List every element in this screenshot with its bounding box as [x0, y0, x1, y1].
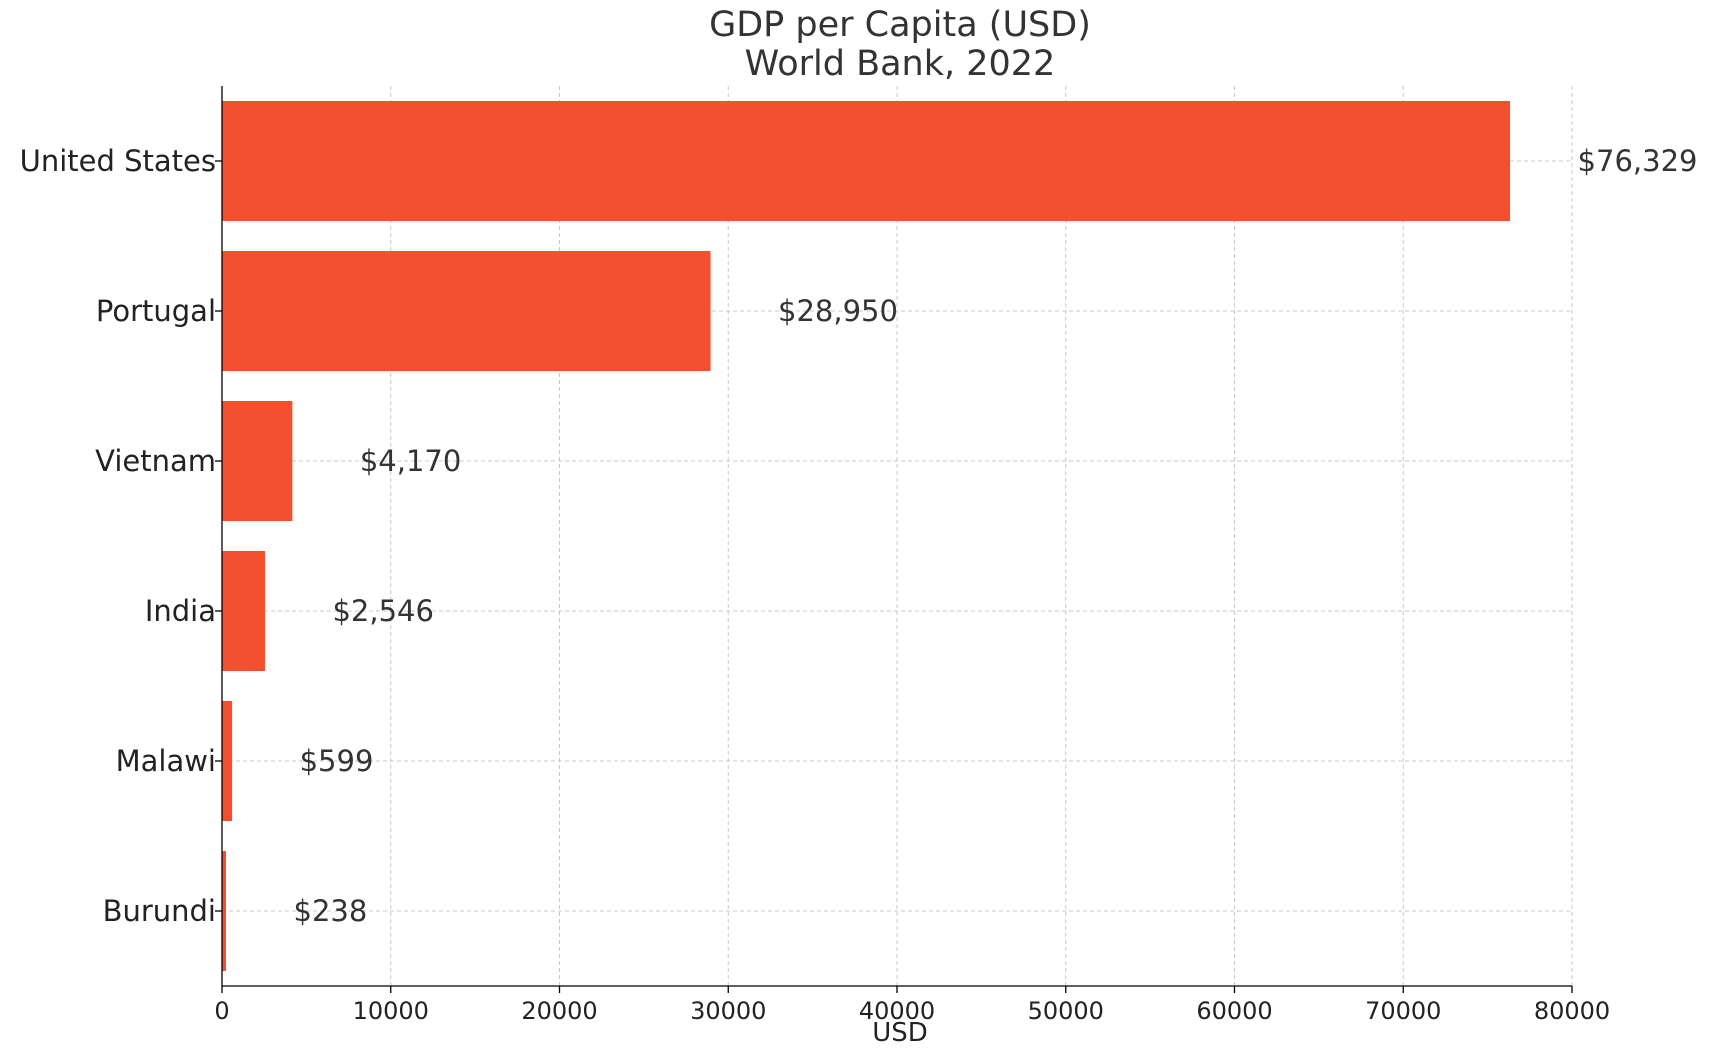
bar-malawi: [222, 701, 233, 821]
y-tick-label: Vietnam: [95, 444, 216, 478]
x-tick-label: 0: [214, 997, 229, 1025]
bar-india: [222, 551, 265, 671]
y-tick-label: Malawi: [116, 744, 216, 778]
bar-united-states: [222, 101, 1511, 221]
bar-portugal: [222, 251, 711, 371]
x-tick-label: 30000: [690, 997, 766, 1025]
value-label: $28,950: [778, 294, 898, 328]
value-labels: $76,329 $28,950 $4,170 $2,546 $599 $238: [294, 144, 1698, 928]
y-tick-label: India: [145, 594, 216, 628]
y-tick-label: United States: [20, 144, 216, 178]
y-tick-label: Burundi: [103, 894, 216, 928]
x-tick-label: 20000: [521, 997, 597, 1025]
x-tick-label: 40000: [859, 997, 935, 1025]
x-tick-label: 50000: [1028, 997, 1104, 1025]
bar-vietnam: [222, 401, 293, 521]
value-label: $599: [300, 744, 374, 778]
value-label: $4,170: [360, 444, 461, 478]
value-label: $238: [294, 894, 368, 928]
value-label: $76,329: [1578, 144, 1698, 178]
x-tick-label: 80000: [1534, 997, 1610, 1025]
chart-subtitle: World Bank, 2022: [745, 44, 1056, 84]
chart-title: GDP per Capita (USD): [709, 5, 1091, 45]
value-label: $2,546: [332, 594, 433, 628]
x-tick-label: 60000: [1196, 997, 1272, 1025]
x-tick-label: 70000: [1365, 997, 1441, 1025]
x-axis-title: USD: [872, 1018, 928, 1048]
x-tick-label: 10000: [353, 997, 429, 1025]
bars: [222, 101, 1511, 971]
bar-burundi: [222, 851, 227, 971]
axes: 0 10000 20000 30000 40000 50000 60000 70000 8000…: [20, 86, 1610, 1025]
y-tick-label: Portugal: [96, 294, 216, 328]
